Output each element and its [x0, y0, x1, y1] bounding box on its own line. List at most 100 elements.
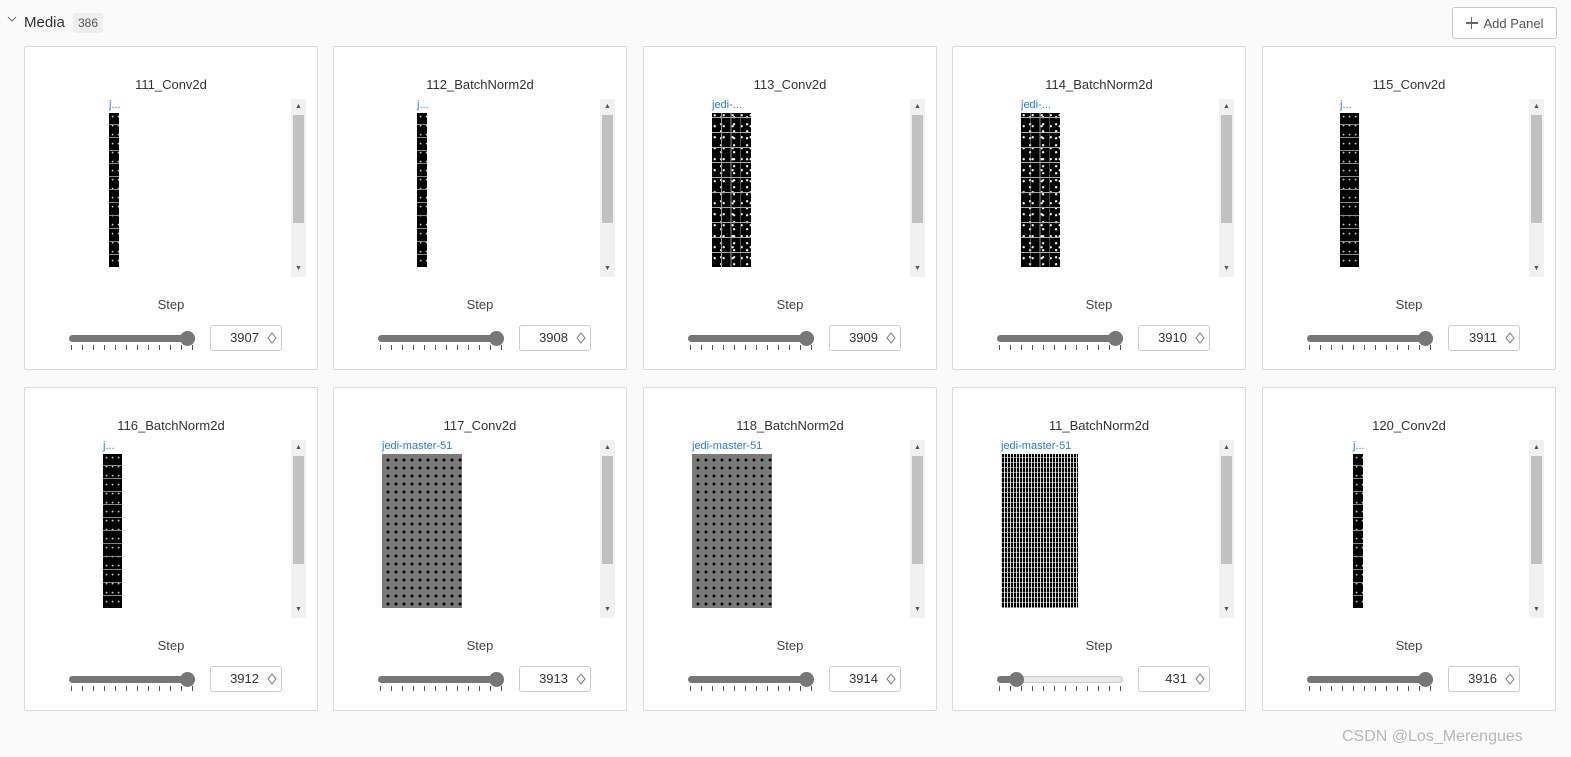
run-label-link[interactable]: j... — [1340, 99, 1352, 111]
media-image[interactable] — [417, 113, 427, 267]
slider-handle[interactable] — [799, 672, 814, 687]
spinner-arrows-icon[interactable] — [576, 332, 586, 344]
media-image[interactable] — [1021, 113, 1060, 267]
scrollbar-thumb[interactable] — [912, 456, 923, 564]
slider-handle[interactable] — [489, 331, 504, 346]
section-title[interactable]: Media — [24, 14, 65, 31]
scroll-down-arrow-icon[interactable]: ▼ — [1533, 265, 1540, 272]
scrollbar-thumb[interactable] — [602, 456, 613, 564]
vertical-scrollbar[interactable]: ▲ ▼ — [291, 440, 306, 618]
media-image[interactable] — [103, 454, 122, 608]
media-image[interactable] — [1001, 454, 1078, 608]
spinner-arrows-icon[interactable] — [1505, 673, 1515, 685]
scroll-down-arrow-icon[interactable]: ▼ — [1223, 265, 1230, 272]
scroll-up-arrow-icon[interactable]: ▲ — [1223, 444, 1230, 451]
scrollbar-thumb[interactable] — [293, 456, 304, 564]
spinner-arrows-icon[interactable] — [1195, 332, 1205, 344]
step-number-input[interactable]: 3916 — [1448, 666, 1520, 692]
spinner-arrows-icon[interactable] — [267, 673, 277, 685]
vertical-scrollbar[interactable]: ▲ ▼ — [1529, 440, 1544, 618]
scrollbar-thumb[interactable] — [293, 115, 304, 223]
scrollbar-thumb[interactable] — [912, 115, 923, 223]
step-number-input[interactable]: 3909 — [829, 325, 901, 351]
scrollbar-thumb[interactable] — [602, 115, 613, 223]
spinner-arrows-icon[interactable] — [1505, 332, 1515, 344]
slider-handle[interactable] — [1418, 331, 1433, 346]
scroll-up-arrow-icon[interactable]: ▲ — [604, 444, 611, 451]
step-slider[interactable] — [688, 670, 816, 691]
step-number-input[interactable]: 3914 — [829, 666, 901, 692]
run-label-link[interactable]: j... — [1353, 440, 1365, 452]
run-label-link[interactable]: jedi-master-51 — [692, 440, 763, 452]
run-label-link[interactable]: jedi-master-51 — [382, 440, 453, 452]
scroll-down-arrow-icon[interactable]: ▼ — [914, 606, 921, 613]
slider-handle[interactable] — [1418, 672, 1433, 687]
step-slider[interactable] — [378, 329, 506, 350]
media-image[interactable] — [109, 113, 119, 267]
step-slider[interactable] — [997, 329, 1125, 350]
step-slider[interactable] — [1307, 670, 1435, 691]
media-image[interactable] — [1353, 454, 1363, 608]
vertical-scrollbar[interactable]: ▲ ▼ — [1219, 99, 1234, 277]
step-number-input[interactable]: 3912 — [210, 666, 282, 692]
vertical-scrollbar[interactable]: ▲ ▼ — [600, 99, 615, 277]
spinner-arrows-icon[interactable] — [1195, 673, 1205, 685]
media-image[interactable] — [692, 454, 772, 608]
scrollbar-thumb[interactable] — [1221, 115, 1232, 223]
add-panel-button[interactable]: Add Panel — [1452, 7, 1557, 39]
scrollbar-thumb[interactable] — [1531, 456, 1542, 564]
slider-handle[interactable] — [180, 672, 195, 687]
scroll-up-arrow-icon[interactable]: ▲ — [914, 103, 921, 110]
step-slider[interactable] — [997, 670, 1125, 691]
step-number-input[interactable]: 3910 — [1138, 325, 1210, 351]
chevron-down-icon[interactable] — [6, 13, 18, 25]
slider-handle[interactable] — [1108, 331, 1123, 346]
slider-handle[interactable] — [180, 331, 195, 346]
step-number-input[interactable]: 3908 — [519, 325, 591, 351]
scroll-up-arrow-icon[interactable]: ▲ — [1533, 103, 1540, 110]
scroll-up-arrow-icon[interactable]: ▲ — [1533, 444, 1540, 451]
scroll-up-arrow-icon[interactable]: ▲ — [914, 444, 921, 451]
scroll-down-arrow-icon[interactable]: ▼ — [1223, 606, 1230, 613]
step-number-input[interactable]: 3907 — [210, 325, 282, 351]
vertical-scrollbar[interactable]: ▲ ▼ — [1529, 99, 1544, 277]
run-label-link[interactable]: j... — [103, 440, 115, 452]
slider-handle[interactable] — [489, 672, 504, 687]
run-label-link[interactable]: jedi-... — [1021, 99, 1051, 111]
scroll-down-arrow-icon[interactable]: ▼ — [604, 606, 611, 613]
scrollbar-thumb[interactable] — [1531, 115, 1542, 223]
scroll-up-arrow-icon[interactable]: ▲ — [1223, 103, 1230, 110]
spinner-arrows-icon[interactable] — [886, 332, 896, 344]
scroll-down-arrow-icon[interactable]: ▼ — [914, 265, 921, 272]
step-number-input[interactable]: 3913 — [519, 666, 591, 692]
step-slider[interactable] — [69, 329, 197, 350]
scroll-up-arrow-icon[interactable]: ▲ — [604, 103, 611, 110]
run-label-link[interactable]: jedi-master-51 — [1001, 440, 1072, 452]
step-slider[interactable] — [69, 670, 197, 691]
scrollbar-thumb[interactable] — [1221, 456, 1232, 564]
slider-handle[interactable] — [799, 331, 814, 346]
vertical-scrollbar[interactable]: ▲ ▼ — [910, 440, 925, 618]
vertical-scrollbar[interactable]: ▲ ▼ — [600, 440, 615, 618]
spinner-arrows-icon[interactable] — [267, 332, 277, 344]
step-number-input[interactable]: 3911 — [1448, 325, 1520, 351]
scroll-up-arrow-icon[interactable]: ▲ — [295, 444, 302, 451]
run-label-link[interactable]: j... — [417, 99, 429, 111]
spinner-arrows-icon[interactable] — [886, 673, 896, 685]
scroll-up-arrow-icon[interactable]: ▲ — [295, 103, 302, 110]
slider-handle[interactable] — [1009, 672, 1025, 687]
vertical-scrollbar[interactable]: ▲ ▼ — [910, 99, 925, 277]
media-image[interactable] — [1340, 113, 1359, 267]
spinner-arrows-icon[interactable] — [576, 673, 586, 685]
section-collapse-toggle[interactable] — [6, 13, 18, 25]
media-image[interactable] — [382, 454, 462, 608]
vertical-scrollbar[interactable]: ▲ ▼ — [291, 99, 306, 277]
run-label-link[interactable]: j... — [109, 99, 121, 111]
vertical-scrollbar[interactable]: ▲ ▼ — [1219, 440, 1234, 618]
step-slider[interactable] — [688, 329, 816, 350]
step-slider[interactable] — [378, 670, 506, 691]
media-image[interactable] — [712, 113, 751, 267]
run-label-link[interactable]: jedi-... — [712, 99, 742, 111]
scroll-down-arrow-icon[interactable]: ▼ — [604, 265, 611, 272]
step-slider[interactable] — [1307, 329, 1435, 350]
